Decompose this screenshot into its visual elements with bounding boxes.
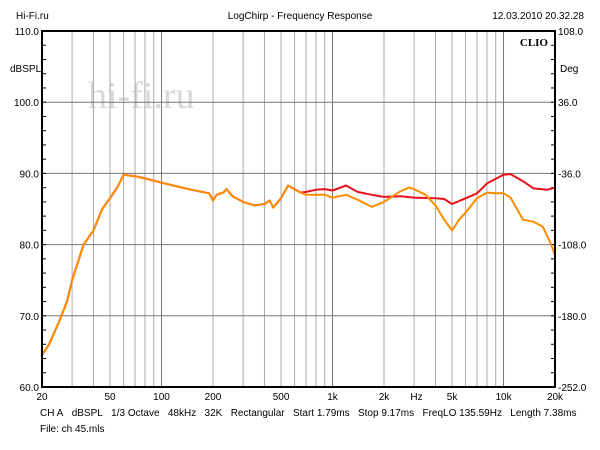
param-8: FreqLO 135.59Hz	[422, 408, 510, 419]
series-line-orange	[41, 173, 556, 356]
param-4: 32K	[205, 408, 231, 419]
y-tick-label: 80.0	[20, 241, 40, 252]
y-tick-label: 90.0	[20, 169, 40, 180]
x-unit-label: Hz	[410, 392, 422, 403]
measurement-params: CH A dBSPL 1/3 Octave 48kHz 32K Rectangu…	[40, 408, 576, 419]
param-5: Rectangular	[231, 408, 293, 419]
watermark: hi-fi.ru	[88, 75, 195, 117]
plot-frame	[41, 30, 556, 388]
clio-logo: CLIO	[520, 37, 549, 49]
param-6: Start 1.79ms	[293, 408, 358, 419]
y2-tick-label: -108.0	[558, 241, 587, 252]
y-tick-label: 110.0	[15, 27, 40, 38]
x-tick-label: 5k	[447, 392, 459, 403]
y-axis-label: dBSPL	[10, 64, 42, 75]
file-label: File: ch 45.mls	[40, 424, 104, 435]
y2-tick-label: 36.0	[558, 98, 578, 109]
x-tick-label: 2k	[379, 392, 391, 403]
y2-tick-label: -180.0	[558, 312, 587, 323]
param-7: Stop 9.17ms	[358, 408, 422, 419]
param-2: 1/3 Octave	[111, 408, 168, 419]
x-tick-label: 500	[273, 392, 290, 403]
x-tick-label: 20	[36, 392, 48, 403]
param-0: CH A	[40, 408, 72, 419]
datetime: 12.03.2010 20.32.28	[492, 11, 584, 22]
param-9: Length 7.38ms	[510, 408, 576, 419]
y2-tick-label: 108.0	[558, 27, 583, 38]
y-tick-label: 70.0	[20, 312, 40, 323]
y2-tick-label: -252.0	[558, 383, 587, 394]
y2-tick-label: -36.0	[558, 169, 581, 180]
x-tick-label: 200	[205, 392, 222, 403]
x-tick-label: 10k	[495, 392, 512, 403]
x-tick-label: 50	[104, 392, 116, 403]
series-line-red	[41, 173, 556, 356]
y-tick-label: 100.0	[14, 98, 39, 109]
y-tick-label: 60.0	[20, 383, 40, 394]
site-label: Hi-Fi.ru	[16, 11, 49, 22]
param-1: dBSPL	[72, 408, 111, 419]
y2-axis-label: Deg	[560, 64, 578, 75]
param-3: 48kHz	[168, 408, 205, 419]
x-tick-label: 1k	[327, 392, 339, 403]
x-tick-label: 20k	[547, 392, 564, 403]
chart-title: LogChirp - Frequency Response	[228, 11, 373, 22]
x-tick-label: 100	[153, 392, 170, 403]
